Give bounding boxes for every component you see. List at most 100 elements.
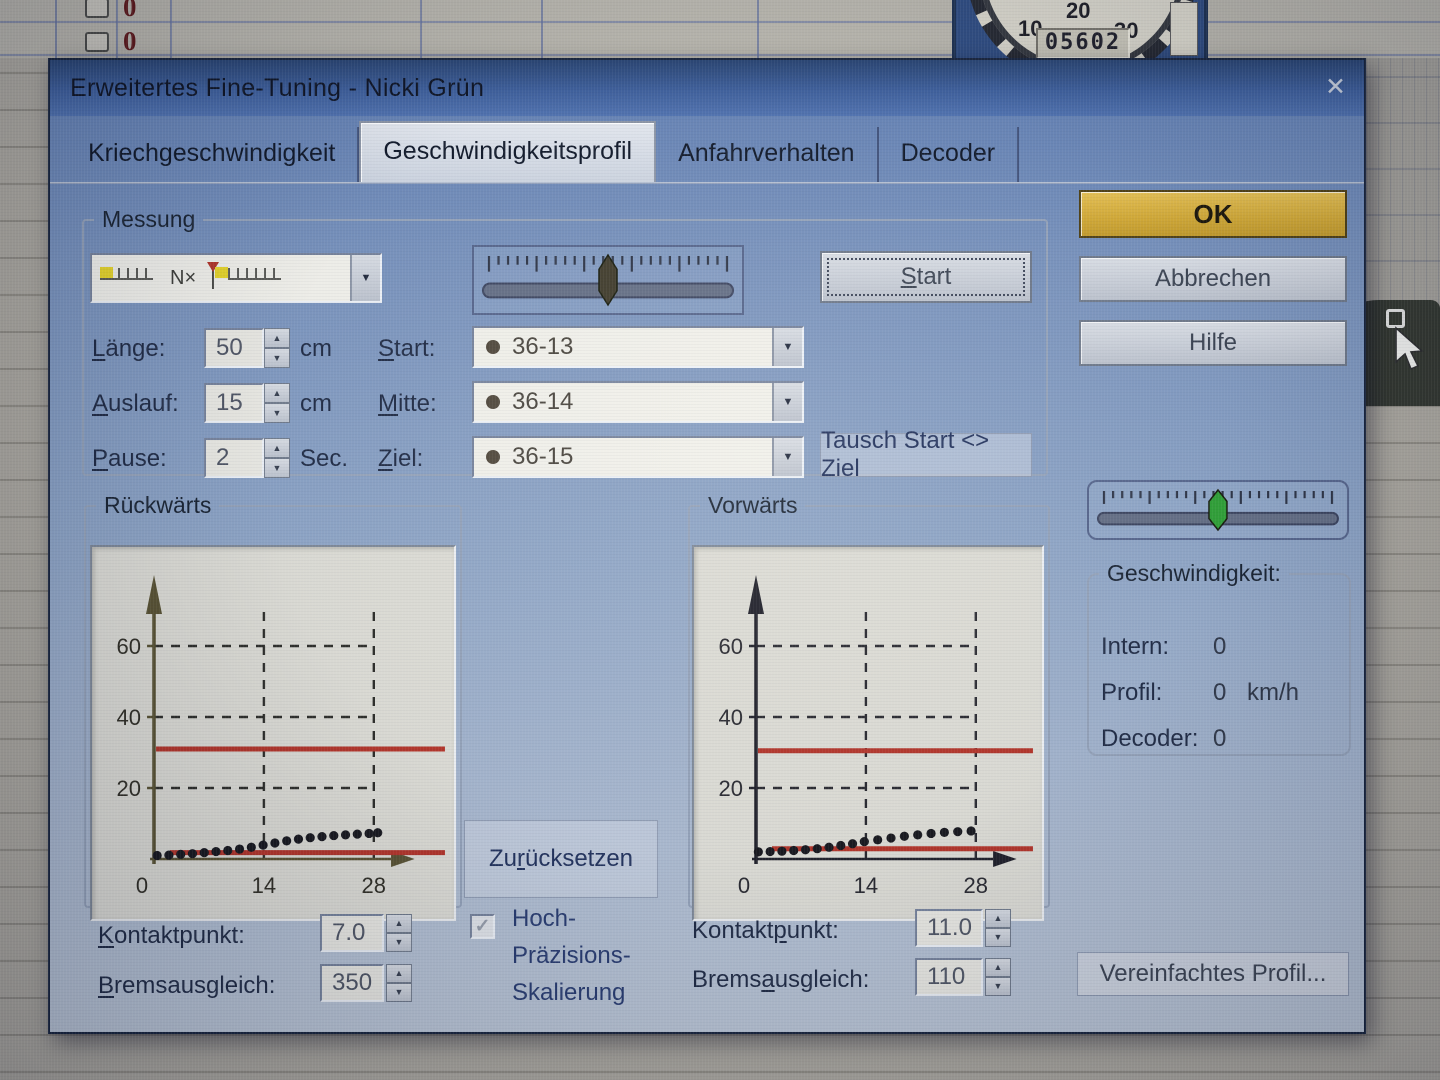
auslauf-input[interactable]: 15 [204,383,264,423]
start-target-combo[interactable]: 36-13 ▼ [472,326,804,368]
tab-strip: Kriechgeschwindigkeit Geschwindigkeitspr… [66,121,1020,182]
measure-slider[interactable] [472,245,744,315]
spin-up-icon[interactable]: ▲ [264,438,290,458]
background-right-grid [1366,58,1440,308]
precision-label-line1: Hoch- [512,905,577,932]
simplified-profile-button[interactable]: Vereinfachtes Profil... [1077,952,1349,996]
auslauf-unit: cm [300,390,332,417]
grid-line [55,0,57,58]
chevron-down-icon[interactable]: ▼ [350,255,380,301]
bremsausgleich-right-stepper[interactable]: ▲ ▼ [985,958,1011,996]
auslauf-stepper[interactable]: ▲ ▼ [264,383,290,423]
spin-down-icon[interactable]: ▼ [386,933,412,952]
spin-down-icon[interactable]: ▼ [985,977,1011,996]
laenge-input[interactable]: 50 [204,328,264,368]
kontaktpunkt-left-label: Kontaktpunkt: [98,922,245,949]
bremsausgleich-left-label: Bremsausgleich: [98,972,276,999]
pause-unit: Sec. [300,445,349,472]
tab-decoder[interactable]: Decoder [879,127,1020,182]
bremsausgleich-left-input[interactable]: 350 [320,964,384,1002]
rueckwaerts-group: Rückwärts 20 40 60 0 14 28 [84,492,462,921]
check-icon: ✓ [474,916,491,937]
start-measure-button[interactable]: Start [820,251,1032,303]
spin-down-icon[interactable]: ▼ [264,458,290,478]
spin-up-icon[interactable]: ▲ [386,914,412,933]
intern-label: Intern: [1101,633,1170,660]
chevron-down-icon[interactable]: ▼ [772,328,802,366]
spin-down-icon[interactable]: ▼ [264,348,290,368]
track-ruler-icon [228,267,290,292]
measure-slider-graphic[interactable] [478,251,738,309]
gauge-odometer: 05602 [1036,28,1130,58]
bremsausgleich-right-input[interactable]: 110 [915,958,983,996]
ziel-target-label: Ziel: [378,445,424,472]
ok-button[interactable]: OK [1079,190,1347,238]
chevron-down-icon[interactable]: ▼ [772,383,802,421]
swap-start-ziel-button[interactable]: Tausch Start <> Ziel [820,427,1032,482]
speed-slider-graphic[interactable] [1093,486,1343,534]
spin-down-icon[interactable]: ▼ [264,403,290,423]
rueckwaerts-chart[interactable]: 20 40 60 0 14 28 [90,545,456,921]
rueckwaerts-chart-canvas[interactable]: 20 40 60 0 14 28 [92,547,450,915]
ziel-target-value: 36-15 [512,443,574,470]
bremsausgleich-left-stepper[interactable]: ▲ ▼ [386,964,412,1002]
vorwaerts-chart[interactable]: 20 40 60 0 14 28 [692,545,1044,921]
background-checkbox[interactable] [85,31,109,52]
tab-kriechgeschwindigkeit[interactable]: Kriechgeschwindigkeit [66,127,360,182]
dialog-titlebar[interactable]: Erweitertes Fine-Tuning - Nicki Grün ✕ [50,60,1364,116]
dialog-title: Erweitertes Fine-Tuning - Nicki Grün [70,73,485,102]
spin-up-icon[interactable]: ▲ [264,328,290,348]
bremsausgleich-right-label: Bremsausgleich: [692,966,870,993]
grid-line [420,0,422,58]
svg-text:14: 14 [252,873,276,898]
kontaktpunkt-right-stepper[interactable]: ▲ ▼ [985,909,1011,947]
svg-text:0: 0 [136,873,148,898]
start-button-label: Start [900,263,952,290]
svg-text:14: 14 [854,873,878,898]
grid-line [0,21,1440,23]
tab-geschwindigkeitsprofil[interactable]: Geschwindigkeitsprofil [359,121,657,182]
cancel-button[interactable]: Abbrechen [1079,256,1347,302]
spin-down-icon[interactable]: ▼ [985,928,1011,947]
spin-down-icon[interactable]: ▼ [386,983,412,1002]
grid-line [170,0,172,58]
intern-value: 0 [1213,633,1227,660]
svg-text:60: 60 [117,634,141,659]
reset-button[interactable]: Zurücksetzen [464,820,658,898]
profil-label: Profil: [1101,679,1163,706]
spin-up-icon[interactable]: ▲ [985,958,1011,977]
speedometer-gauge: 10 20 30 05602 [952,0,1208,58]
chevron-down-icon[interactable]: ▼ [772,438,802,476]
auslauf-label: Auslauf: [92,390,179,417]
pause-stepper[interactable]: ▲ ▼ [264,438,290,478]
tab-anfahrverhalten[interactable]: Anfahrverhalten [656,127,879,182]
kontaktpunkt-left-stepper[interactable]: ▲ ▼ [386,914,412,952]
spin-up-icon[interactable]: ▲ [386,964,412,983]
spin-up-icon[interactable]: ▲ [264,383,290,403]
kontaktpunkt-right-input[interactable]: 11.0 [915,909,983,947]
mitte-target-combo[interactable]: 36-14 ▼ [472,381,804,423]
pause-input[interactable]: 2 [204,438,264,478]
messung-group-label: Messung [102,206,196,232]
precision-scaling-checkbox[interactable]: ✓ [470,914,495,939]
spin-up-icon[interactable]: ▲ [985,909,1011,928]
svg-text:40: 40 [117,705,141,730]
ziel-target-combo[interactable]: 36-15 ▼ [472,436,804,478]
close-icon[interactable]: ✕ [1325,73,1346,101]
block-dot-icon [486,340,500,354]
background-checkbox[interactable] [85,0,109,18]
help-button[interactable]: Hilfe [1079,320,1347,366]
vorwaerts-group-label: Vorwärts [708,492,798,518]
measurement-sensor-combo[interactable]: N× ▼ [90,253,382,303]
speed-slider[interactable] [1087,480,1349,540]
block-dot-icon [486,395,500,409]
laenge-unit: cm [300,335,332,362]
laenge-stepper[interactable]: ▲ ▼ [264,328,290,368]
kontaktpunkt-left-input[interactable]: 7.0 [320,914,384,952]
block-dot-icon [486,450,500,464]
geschwindigkeit-group-label: Geschwindigkeit: [1107,560,1281,586]
start-target-label: Start: [378,335,436,362]
vorwaerts-chart-canvas[interactable]: 20 40 60 0 14 28 [694,547,1038,915]
track-ruler-icon [100,267,162,292]
n-times-label: N× [170,266,197,289]
